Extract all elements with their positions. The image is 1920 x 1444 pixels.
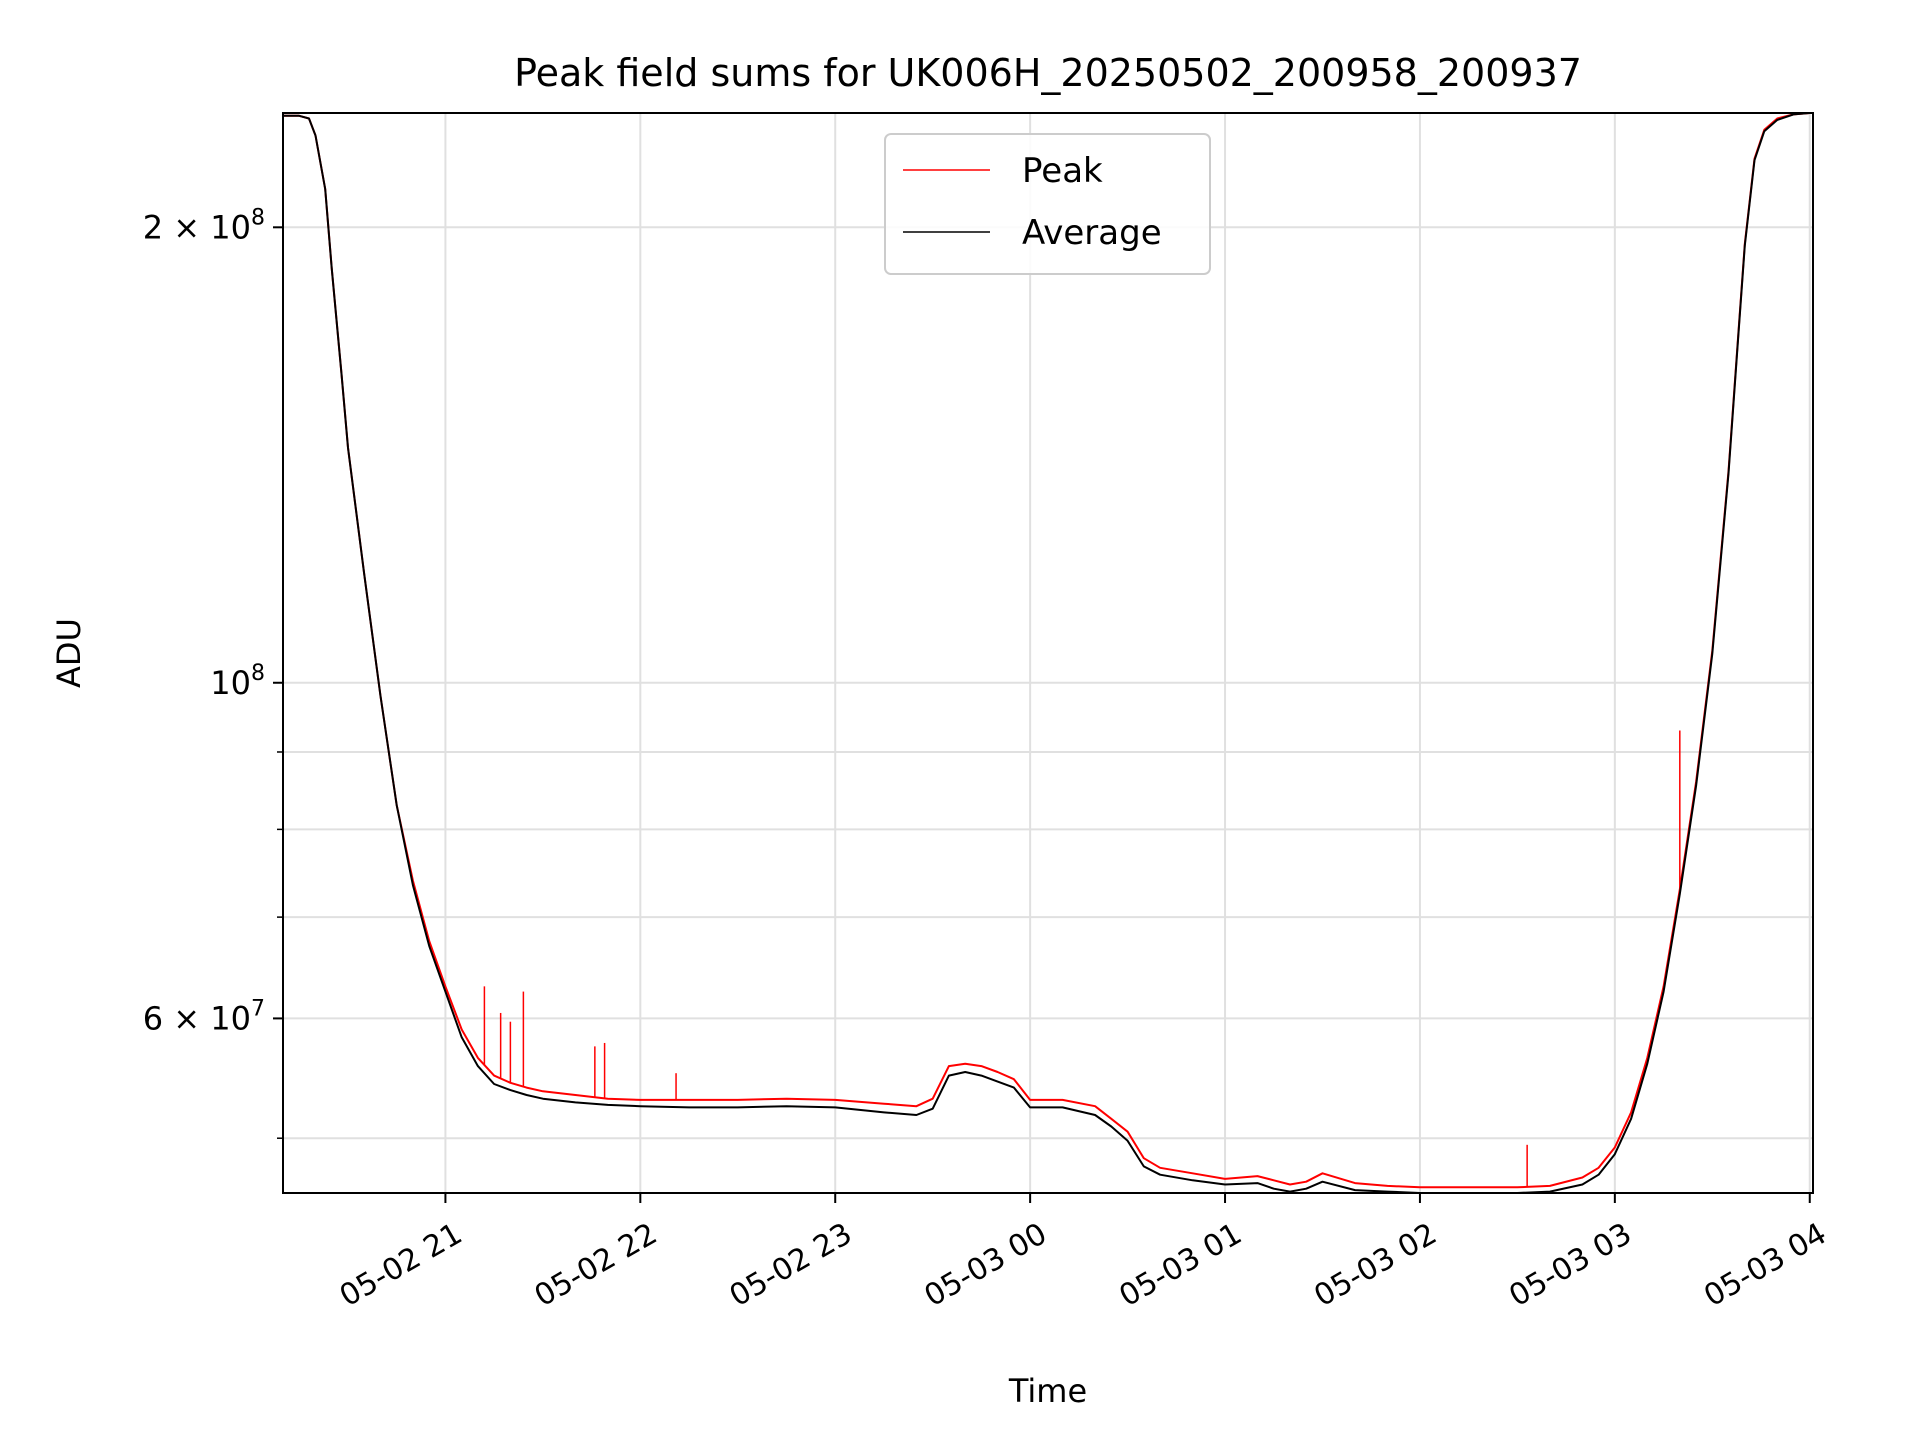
plot-frame — [282, 112, 1814, 1194]
x-tick-label: 05-03 00 — [919, 1216, 1053, 1314]
x-tick-label: 05-03 04 — [1698, 1216, 1832, 1314]
x-axis-label: Time — [1008, 1372, 1087, 1410]
y-axis-ticks: 2 × 108 108 6 × 107 — [143, 205, 283, 1139]
y-axis-label: ADU — [50, 618, 88, 688]
x-tick-label: 05-02 21 — [334, 1216, 468, 1314]
series-layer — [283, 112, 1810, 1194]
x-axis-ticks: 05-02 21 05-02 22 05-02 23 05-03 00 05-03 01… — [334, 1193, 1833, 1314]
legend-label-average: Average — [1022, 213, 1162, 253]
chart-title: Peak field sums for UK006H_20250502_2009… — [514, 51, 1582, 95]
y-tick-label: 108 — [210, 661, 265, 702]
x-tick-label: 05-02 22 — [529, 1216, 663, 1314]
y-tick-label: 2 × 108 — [143, 205, 265, 246]
x-tick-label: 05-03 01 — [1114, 1216, 1248, 1314]
x-tick-label: 05-02 23 — [724, 1216, 858, 1314]
legend-box — [884, 133, 1211, 275]
x-tick-label: 05-03 02 — [1308, 1216, 1442, 1314]
legend: Peak Average — [884, 133, 1211, 275]
legend-label-peak: Peak — [1022, 151, 1103, 191]
series-line-average — [283, 112, 1810, 1194]
x-tick-label: 05-03 03 — [1503, 1216, 1637, 1314]
series-line-peak — [283, 112, 1810, 1189]
y-tick-label: 6 × 107 — [143, 996, 265, 1037]
